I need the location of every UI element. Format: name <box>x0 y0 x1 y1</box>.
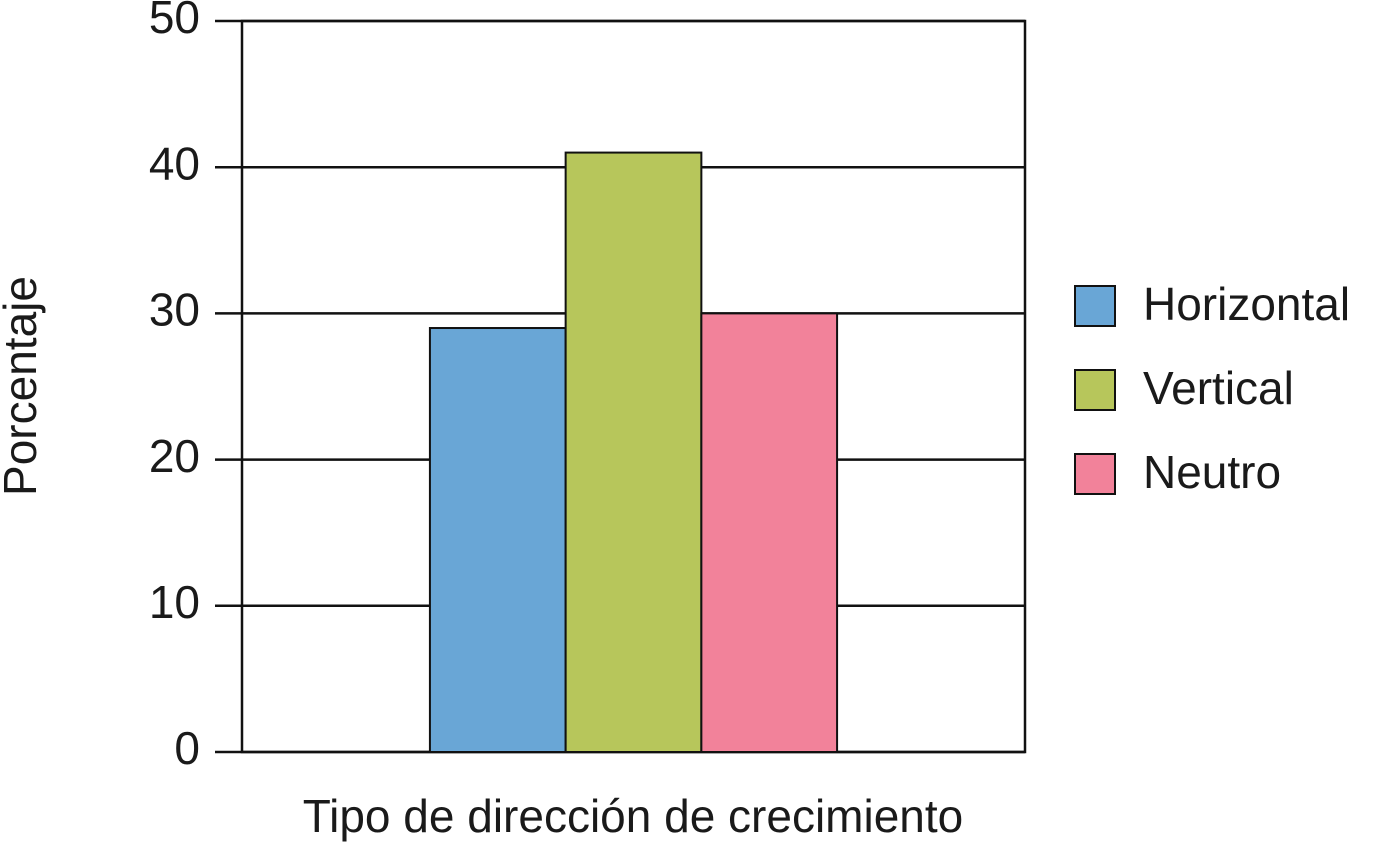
legend-swatch <box>1074 285 1116 327</box>
bar <box>428 327 567 753</box>
bar <box>700 312 839 753</box>
y-axis-label: Porcentaje <box>0 276 46 496</box>
bar <box>564 151 703 753</box>
legend-label: Neutro <box>1143 446 1281 498</box>
y-tick-label: 30 <box>149 284 200 336</box>
y-tick-label: 10 <box>149 576 200 628</box>
legend-label: Horizontal <box>1143 278 1350 330</box>
legend-swatch <box>1074 369 1116 411</box>
y-tick-label: 20 <box>149 430 200 482</box>
y-tick-label: 0 <box>174 722 200 774</box>
y-tick-label: 50 <box>149 0 200 43</box>
y-tick-label: 40 <box>149 137 200 189</box>
legend-label: Vertical <box>1143 362 1294 414</box>
legend-swatch <box>1074 453 1116 495</box>
x-axis-label: Tipo de dirección de crecimiento <box>303 790 964 842</box>
